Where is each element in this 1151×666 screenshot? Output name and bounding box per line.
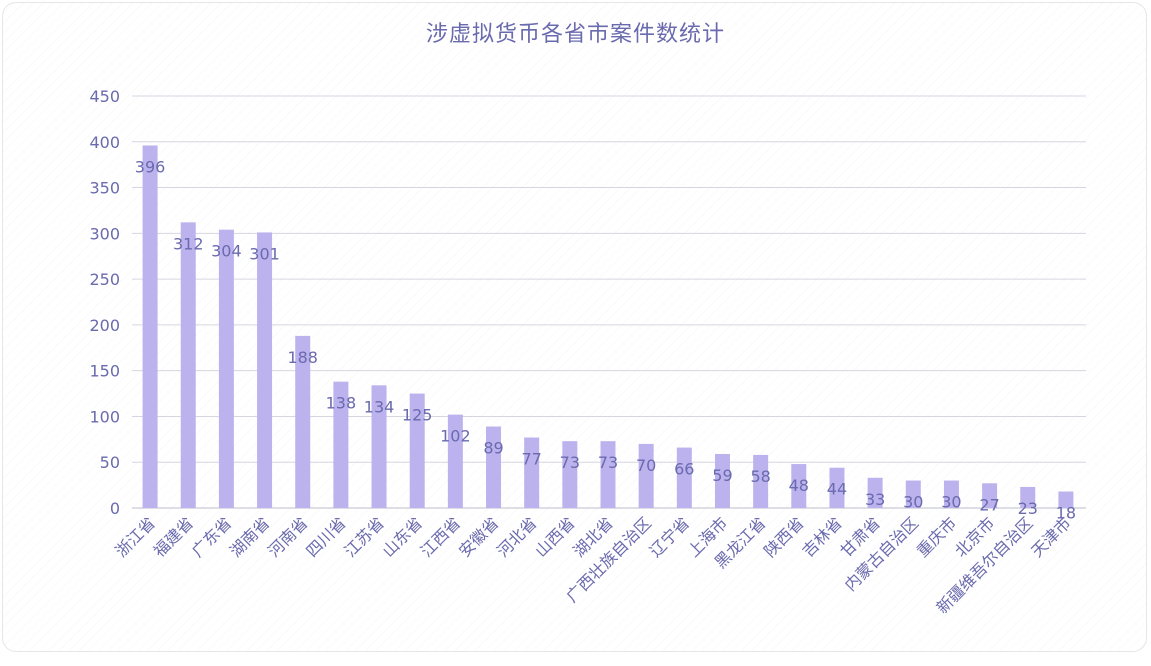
- bar: [753, 454, 769, 508]
- y-tick-label: 250: [89, 270, 120, 289]
- data-label: 30: [903, 493, 923, 512]
- y-tick-label: 450: [89, 87, 120, 106]
- x-tick-label: 山西省: [531, 513, 578, 560]
- data-label: 134: [364, 397, 395, 416]
- data-label: 396: [135, 157, 166, 176]
- x-tick-label: 广东省: [188, 513, 235, 560]
- bar: [714, 453, 730, 508]
- bar: [218, 229, 234, 508]
- data-label: 66: [674, 460, 694, 479]
- bar: [1020, 486, 1036, 508]
- x-tick-label: 陕西省: [760, 513, 807, 560]
- y-tick-label: 100: [89, 407, 120, 426]
- x-tick-label: 河北省: [493, 513, 540, 560]
- x-axis-labels: 浙江省福建省广东省湖南省河南省四川省江苏省山东省江西省安徽省河北省山西省湖北省广…: [112, 513, 1075, 617]
- bar: [943, 480, 959, 508]
- chart-title: 涉虚拟货币各省市案件数统计: [425, 22, 725, 47]
- bar: [257, 232, 273, 508]
- data-label: 44: [827, 480, 847, 499]
- data-label: 73: [560, 453, 580, 472]
- chart-card: [2, 2, 1147, 652]
- y-axis-ticks: 0 50 100 150 200 250 300 350 400 450: [89, 87, 120, 518]
- data-label: 33: [865, 490, 885, 509]
- bar: [867, 477, 883, 508]
- y-tick-label: 400: [89, 133, 120, 152]
- data-label: 48: [789, 476, 809, 495]
- data-label: 188: [287, 348, 318, 367]
- bar: [486, 426, 502, 508]
- bars: [142, 145, 1074, 508]
- y-tick-label: 300: [89, 224, 120, 243]
- bar: [524, 437, 540, 508]
- data-labels: 396 312 304 301 188 138 134 125 102 89 77 73 73 70 66 5…: [135, 157, 1076, 522]
- x-tick-label: 湖南省: [226, 513, 273, 560]
- data-label: 27: [979, 495, 999, 514]
- y-tick-label: 200: [89, 316, 120, 335]
- x-tick-label: 辽宁省: [646, 513, 693, 560]
- bar: [562, 441, 578, 508]
- data-label: 23: [1018, 499, 1038, 518]
- bar: [905, 480, 921, 508]
- y-tick-label: 350: [89, 179, 120, 198]
- data-label: 70: [636, 456, 656, 475]
- data-label: 125: [402, 406, 433, 425]
- data-label: 58: [750, 467, 770, 486]
- y-tick-label: 150: [89, 362, 120, 381]
- data-label: 89: [483, 439, 503, 458]
- x-tick-label: 天津市: [1027, 513, 1074, 560]
- x-tick-label: 江西省: [417, 513, 464, 560]
- data-label: 102: [440, 427, 471, 446]
- data-label: 18: [1056, 504, 1076, 523]
- bar: [638, 443, 654, 508]
- x-tick-label: 山东省: [379, 513, 426, 560]
- x-tick-label: 四川省: [302, 513, 349, 560]
- x-tick-label: 重庆市: [913, 513, 960, 560]
- gridlines: [132, 95, 1086, 509]
- bar: [371, 385, 387, 508]
- bar: [180, 222, 196, 508]
- data-label: 312: [173, 234, 204, 253]
- bar: [295, 335, 311, 508]
- bar: [142, 145, 158, 508]
- bar: [333, 381, 349, 508]
- y-tick-label: 0: [110, 499, 120, 518]
- bar: [829, 467, 845, 508]
- data-label: 77: [522, 450, 542, 469]
- bar: [982, 483, 998, 508]
- bar: [409, 393, 425, 508]
- x-tick-label: 江苏省: [340, 513, 387, 560]
- bar: [676, 447, 692, 508]
- data-label: 304: [211, 242, 242, 261]
- data-label: 30: [941, 493, 961, 512]
- data-label: 301: [249, 244, 280, 263]
- data-label: 73: [598, 453, 618, 472]
- bar: [600, 441, 616, 508]
- x-tick-label: 吉林省: [798, 513, 845, 560]
- data-label: 138: [326, 394, 357, 413]
- x-tick-label: 福建省: [150, 513, 197, 560]
- x-tick-label: 河南省: [264, 513, 311, 560]
- bar: [791, 464, 807, 508]
- x-tick-label: 安徽省: [455, 513, 502, 560]
- bar: [447, 414, 463, 508]
- x-tick-label: 浙江省: [112, 513, 159, 560]
- data-label: 59: [712, 466, 732, 485]
- y-tick-label: 50: [100, 453, 120, 472]
- bar: [1058, 491, 1074, 508]
